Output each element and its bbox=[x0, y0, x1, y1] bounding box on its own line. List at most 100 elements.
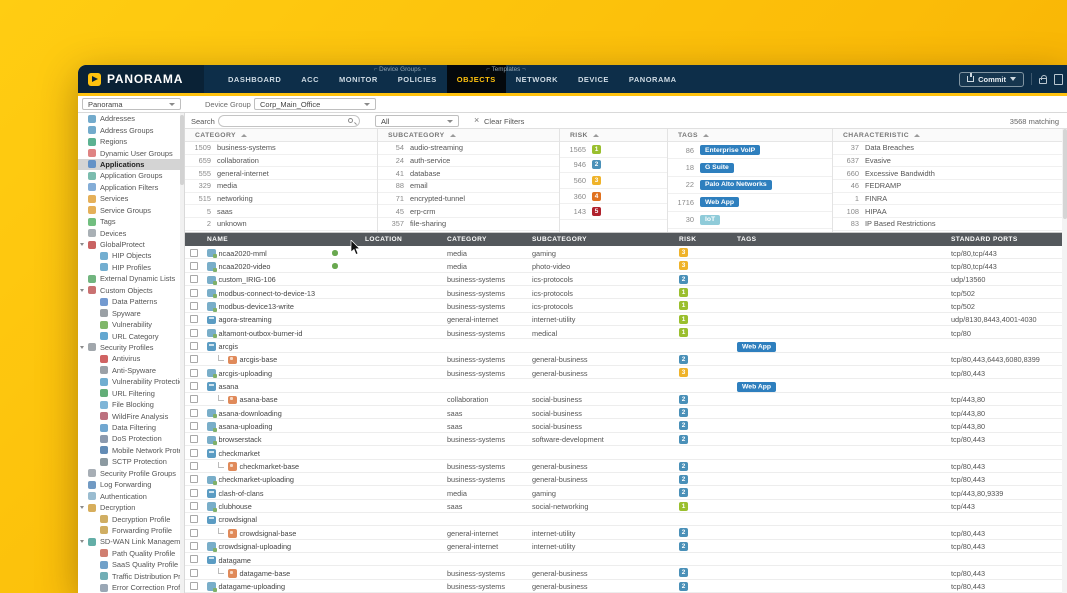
table-scrollbar[interactable] bbox=[1062, 129, 1067, 593]
row-checkbox[interactable] bbox=[190, 488, 198, 497]
app-name-link[interactable]: datagame-base bbox=[239, 568, 291, 578]
sidebar-item-addresses[interactable]: Addresses bbox=[78, 113, 184, 124]
collapse-chevron-icon[interactable] bbox=[80, 243, 84, 247]
tab-device[interactable]: DEVICE bbox=[577, 74, 609, 84]
app-name-link[interactable]: agora-streaming bbox=[218, 315, 272, 325]
filter-row[interactable]: 5 saas bbox=[185, 205, 377, 219]
app-name-link[interactable]: asana-downloading bbox=[218, 408, 282, 418]
table-row[interactable]: arcgis-base business-systems general-busin… bbox=[185, 352, 1067, 367]
filter-row[interactable]: 560 3 bbox=[560, 173, 667, 189]
row-checkbox[interactable] bbox=[190, 275, 198, 284]
column-header-subcategory[interactable]: SUBCATEGORY bbox=[532, 236, 587, 243]
table-row[interactable]: clash-of-clans media gaming 2 tcp/443,80,933… bbox=[185, 486, 1067, 500]
filter-header-subcategory[interactable]: SUBCATEGORY bbox=[378, 129, 559, 142]
filter-row[interactable]: 45 erp-crm bbox=[378, 205, 559, 219]
filter-row[interactable]: 1509 business-systems bbox=[185, 142, 377, 155]
row-checkbox[interactable] bbox=[190, 381, 198, 390]
sidebar-item-anti-spyware[interactable]: Anti-Spyware bbox=[78, 365, 184, 376]
sidebar-item-vulnerability-protection[interactable]: Vulnerability Protection bbox=[78, 376, 184, 387]
table-row[interactable]: asana-uploading saas social-business 2 tcp/4… bbox=[185, 419, 1067, 433]
filter-row[interactable]: 357 file-sharing bbox=[378, 218, 559, 231]
filter-row[interactable]: 86 Enterprise VoIP bbox=[668, 142, 832, 160]
sidebar-item-url-filtering[interactable]: URL Filtering bbox=[78, 388, 184, 399]
filter-row[interactable]: 515 networking bbox=[185, 193, 377, 206]
app-name-link[interactable]: arcgis-uploading bbox=[218, 368, 273, 378]
app-name-link[interactable]: checkmarket-base bbox=[239, 462, 300, 472]
app-name-link[interactable]: crowdsignal-base bbox=[239, 528, 297, 538]
tab-network[interactable]: NETWORK bbox=[515, 74, 558, 84]
table-row[interactable]: crowdsignal-base general-internet internet… bbox=[185, 526, 1067, 540]
row-checkbox[interactable] bbox=[190, 542, 198, 551]
filter-row[interactable]: 54 audio-streaming bbox=[378, 142, 559, 155]
filter-row[interactable]: 1565 1 bbox=[560, 142, 667, 158]
app-name-link[interactable]: altamont-outbox-burner-id bbox=[218, 328, 303, 338]
table-row[interactable]: datagame-uploading business-systems genera… bbox=[185, 579, 1067, 593]
app-name-link[interactable]: custom_IRIG-106 bbox=[218, 275, 276, 285]
row-checkbox[interactable] bbox=[190, 288, 198, 297]
row-checkbox[interactable] bbox=[190, 515, 198, 524]
sidebar-item-hip-objects[interactable]: HIP Objects bbox=[78, 250, 184, 261]
app-name-link[interactable]: crowdsignal-uploading bbox=[218, 542, 292, 552]
sidebar-item-security-profile-groups[interactable]: Security Profile Groups bbox=[78, 468, 184, 479]
app-name-link[interactable]: checkmarket bbox=[218, 448, 260, 458]
app-name-link[interactable]: modbus-connect-to-device-13 bbox=[218, 288, 316, 298]
filter-row[interactable]: 18 G Suite bbox=[668, 159, 832, 177]
sidebar-item-security-profiles[interactable]: Security Profiles bbox=[78, 342, 184, 353]
row-checkbox[interactable] bbox=[190, 301, 198, 310]
column-header-location[interactable]: LOCATION bbox=[365, 236, 403, 243]
table-row[interactable]: modbus-connect-to-device-13 business-syst… bbox=[185, 286, 1067, 300]
clear-filters-button[interactable]: Clear Filters bbox=[484, 117, 525, 126]
sidebar-item-application-filters[interactable]: Application Filters bbox=[78, 182, 184, 193]
sidebar-item-authentication[interactable]: Authentication bbox=[78, 490, 184, 501]
sidebar-item-globalprotect[interactable]: GlobalProtect bbox=[78, 239, 184, 250]
filter-row[interactable]: 555 general-internet bbox=[185, 167, 377, 181]
tab-acc[interactable]: ACC bbox=[301, 74, 319, 84]
device-group-selector[interactable]: Corp_Main_Office bbox=[254, 98, 376, 110]
tab-monitor[interactable]: MONITOR bbox=[339, 74, 378, 84]
app-name-link[interactable]: clash-of-clans bbox=[218, 488, 264, 498]
sidebar-item-spyware[interactable]: Spyware bbox=[78, 307, 184, 318]
app-name-link[interactable]: ncaa2020-video bbox=[218, 261, 271, 271]
filter-scope-selector[interactable]: All bbox=[375, 115, 459, 127]
row-checkbox[interactable] bbox=[190, 528, 198, 537]
sidebar-item-sd-wan-link-management[interactable]: SD-WAN Link Management bbox=[78, 536, 184, 547]
sidebar-scrollbar[interactable] bbox=[180, 113, 184, 593]
sidebar-item-log-forwarding[interactable]: Log Forwarding bbox=[78, 479, 184, 490]
filter-row[interactable]: 41 database bbox=[378, 167, 559, 181]
column-header-category[interactable]: CATEGORY bbox=[447, 236, 487, 243]
filter-row[interactable]: 660 Excessive Bandwidth bbox=[833, 167, 1067, 181]
row-checkbox[interactable] bbox=[190, 582, 198, 591]
filter-header-characteristic[interactable]: CHARACTERISTIC bbox=[833, 129, 1067, 142]
table-row[interactable]: datagame bbox=[185, 552, 1067, 567]
filter-row[interactable]: 1716 Web App bbox=[668, 194, 832, 212]
column-header-tags[interactable]: TAGS bbox=[737, 236, 757, 243]
filter-row[interactable]: 637 Evasive bbox=[833, 155, 1067, 168]
app-name-link[interactable]: checkmarket-uploading bbox=[218, 475, 294, 485]
filter-row[interactable]: 88 email bbox=[378, 180, 559, 193]
filter-row[interactable]: 2 unknown bbox=[185, 218, 377, 231]
table-row[interactable]: agora-streaming general-internet internet-… bbox=[185, 312, 1067, 327]
filter-header-category[interactable]: CATEGORY bbox=[185, 129, 377, 142]
filter-row[interactable]: 143 5 bbox=[560, 204, 667, 220]
row-checkbox[interactable] bbox=[190, 448, 198, 457]
filter-row[interactable]: 71 encrypted-tunnel bbox=[378, 193, 559, 206]
sidebar-item-vulnerability[interactable]: Vulnerability bbox=[78, 319, 184, 330]
sidebar-item-address-groups[interactable]: Address Groups bbox=[78, 124, 184, 135]
sidebar-item-antivirus[interactable]: Antivirus bbox=[78, 353, 184, 364]
table-row[interactable]: checkmarket-base business-systems general-… bbox=[185, 459, 1067, 473]
sidebar-item-data-patterns[interactable]: Data Patterns bbox=[78, 296, 184, 307]
app-name-link[interactable]: arcgis bbox=[218, 342, 238, 351]
app-name-link[interactable]: modbus-device13-write bbox=[218, 301, 294, 311]
sidebar-item-external-dynamic-lists[interactable]: External Dynamic Lists bbox=[78, 273, 184, 284]
sidebar-item-wildfire-analysis[interactable]: WildFire Analysis bbox=[78, 410, 184, 421]
app-name-link[interactable]: datagame bbox=[218, 555, 251, 565]
sidebar-item-decryption-profile[interactable]: Decryption Profile bbox=[78, 513, 184, 524]
table-row[interactable]: modbus-device13-write business-systems ics… bbox=[185, 299, 1067, 313]
table-row[interactable]: browserstack business-systems software-dev… bbox=[185, 432, 1067, 447]
row-checkbox[interactable] bbox=[190, 568, 198, 577]
table-row[interactable]: asana Web App bbox=[185, 379, 1067, 393]
tab-objects[interactable]: OBJECTS bbox=[446, 65, 506, 93]
row-checkbox[interactable] bbox=[190, 555, 198, 564]
app-name-link[interactable]: datagame-uploading bbox=[218, 582, 286, 592]
filter-row[interactable]: 30 IoT bbox=[668, 212, 832, 229]
